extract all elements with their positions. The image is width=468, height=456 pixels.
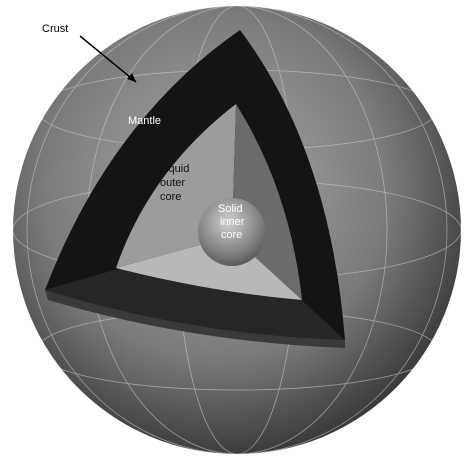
label-line: Solid xyxy=(218,203,242,215)
mantle-label: Mantle xyxy=(128,115,161,127)
outer-core-label: Liquid outer core xyxy=(160,163,192,203)
label-line: core xyxy=(221,229,242,241)
mantle-bottom-face xyxy=(45,236,345,340)
crust-edge xyxy=(45,290,345,348)
label-bg xyxy=(38,20,78,36)
inner-core xyxy=(198,198,266,266)
crust-pointer xyxy=(79,35,137,83)
label-line: inner xyxy=(220,216,245,228)
label-line: outer xyxy=(160,177,185,189)
label-line: core xyxy=(160,191,181,203)
arrow-head xyxy=(127,73,136,82)
label-line: Liquid xyxy=(160,163,189,175)
crust-label: Crust xyxy=(42,23,68,35)
outer-core-bottom xyxy=(116,236,302,300)
inner-core-label: Solid inner core xyxy=(218,203,248,241)
